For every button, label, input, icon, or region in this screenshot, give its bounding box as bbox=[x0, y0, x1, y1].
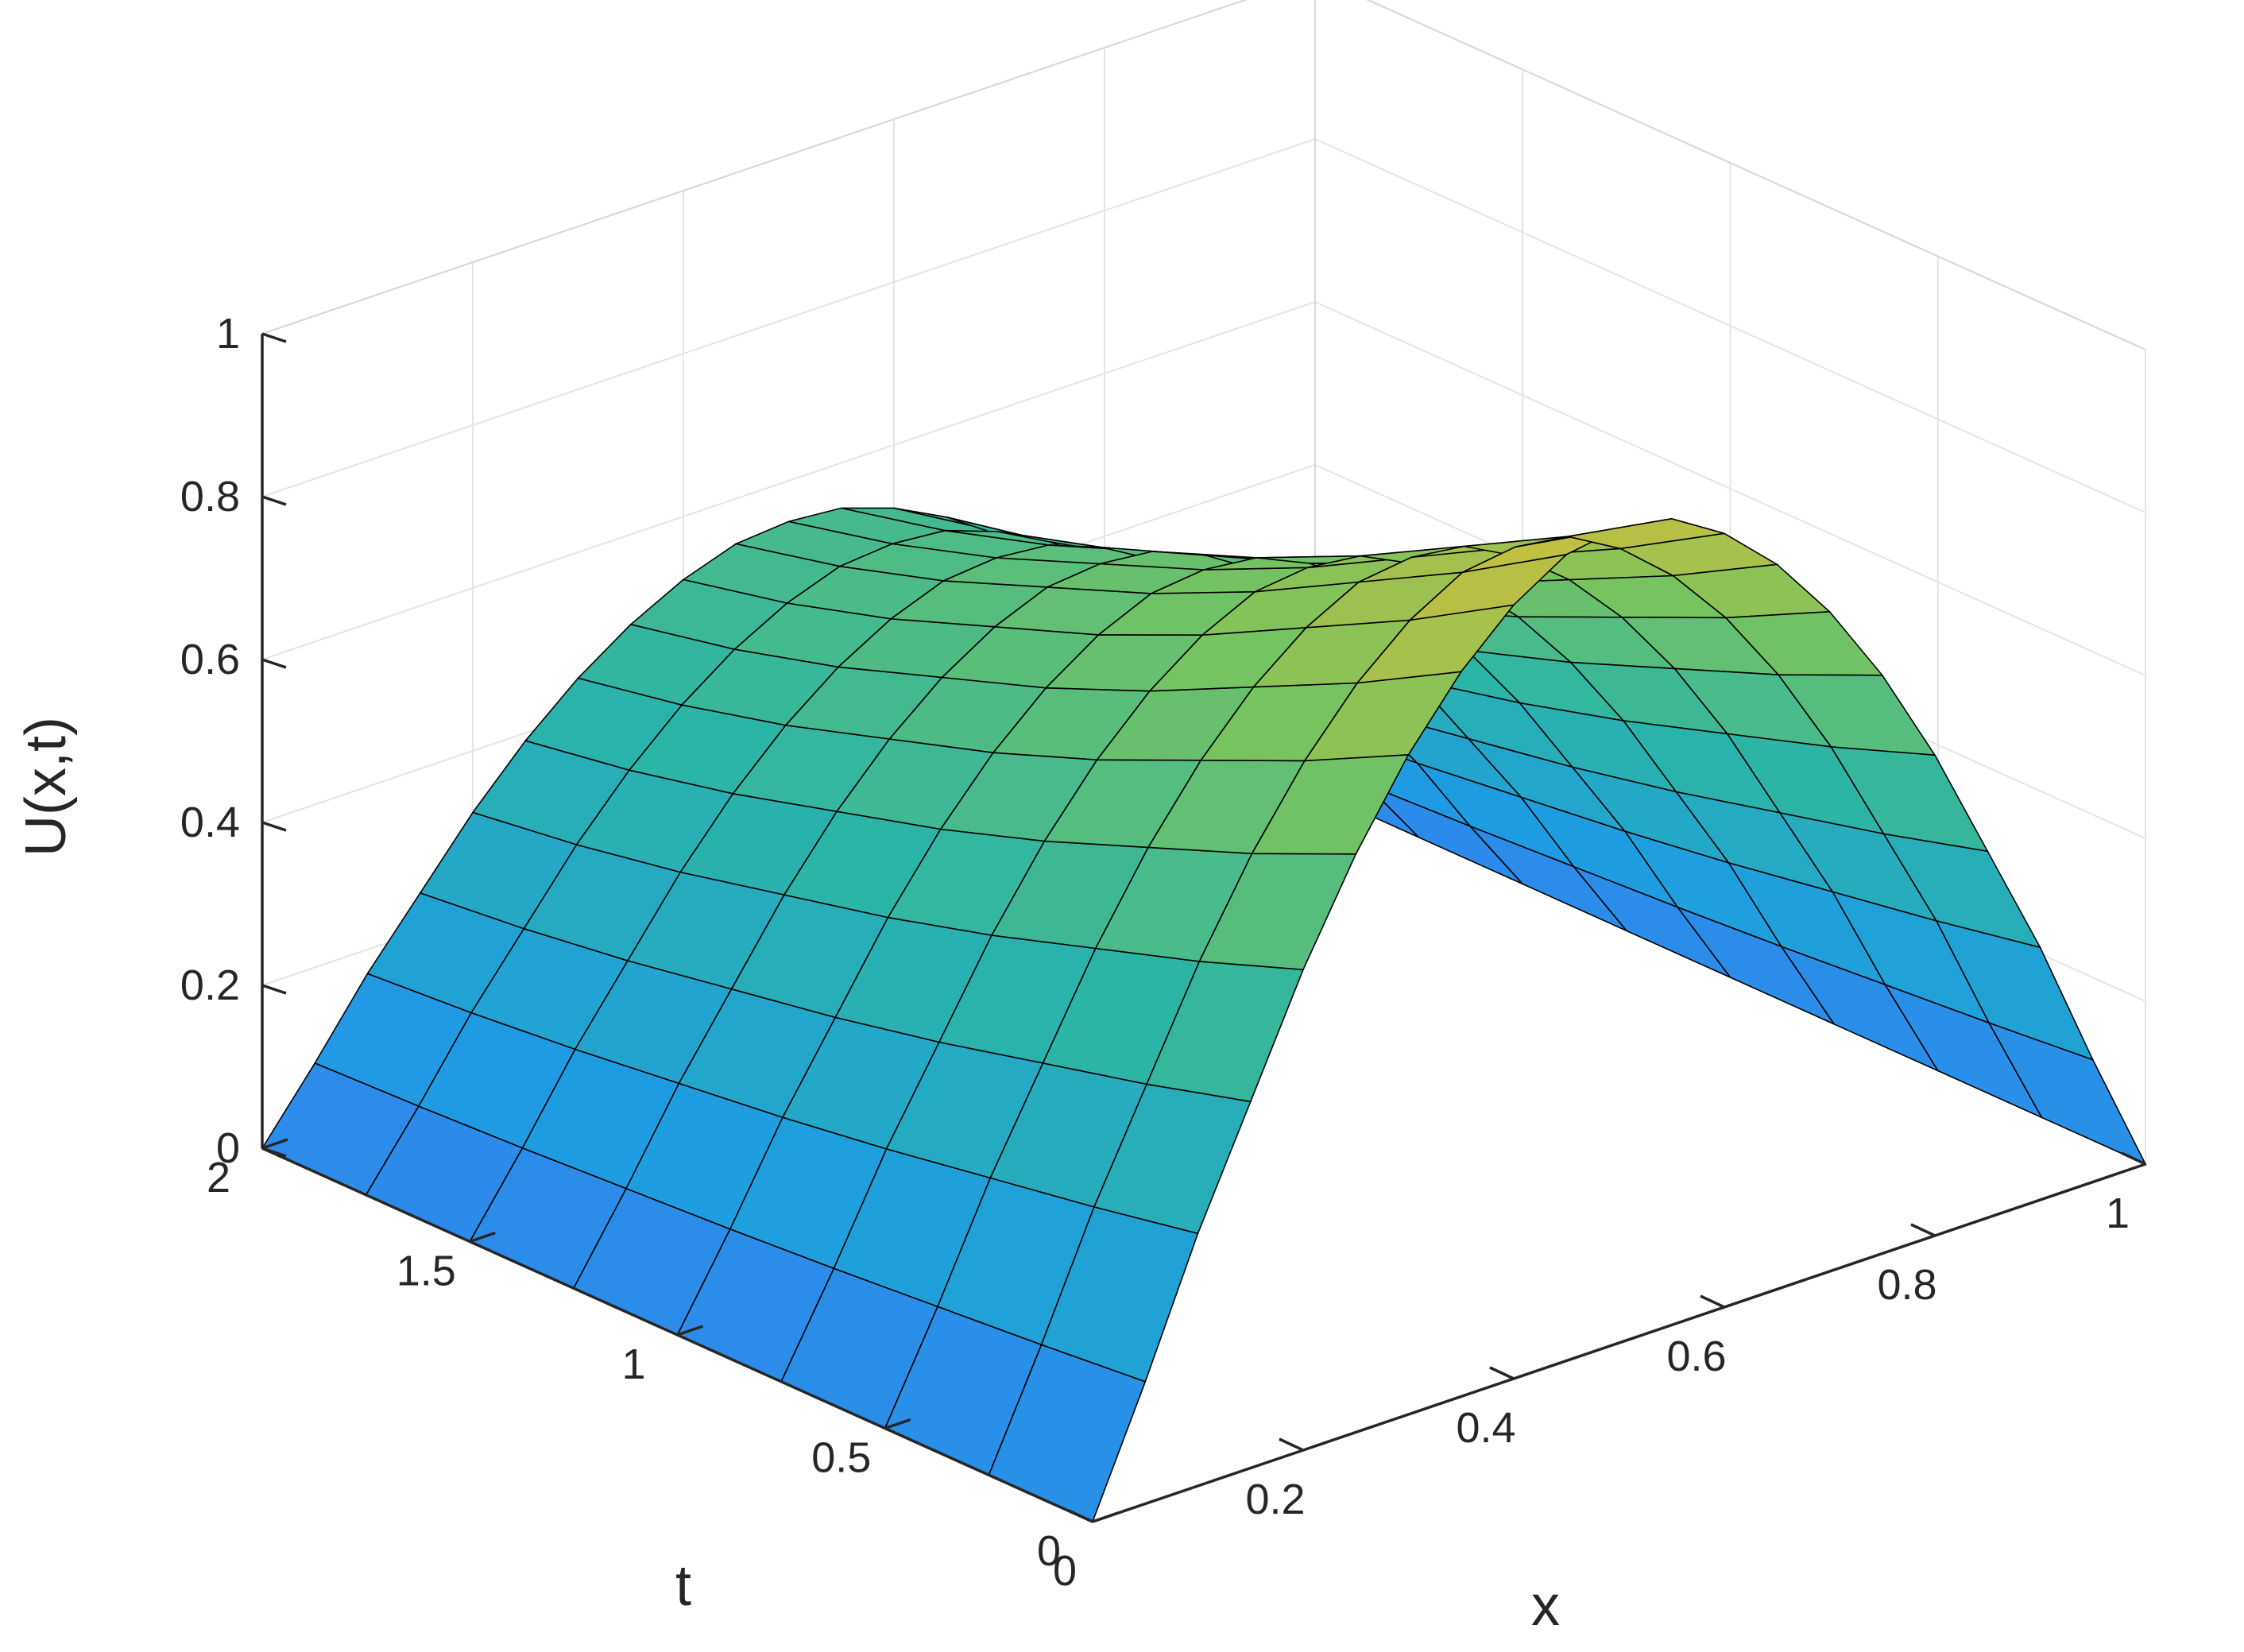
x-tick-label: 0.2 bbox=[1245, 1476, 1305, 1523]
t-tick-mark bbox=[676, 1325, 704, 1337]
z-tick-mark bbox=[261, 984, 287, 995]
t-tick-label: 2 bbox=[207, 1154, 230, 1201]
t-tick-label: 0 bbox=[1037, 1527, 1061, 1575]
x-tick-label: 0.6 bbox=[1666, 1333, 1726, 1380]
x-tick-mark bbox=[1068, 1509, 1093, 1523]
z-tick-mark bbox=[261, 495, 287, 506]
z-tick-label: 0.2 bbox=[180, 961, 240, 1009]
t-tick-label: 0.5 bbox=[811, 1434, 871, 1482]
t-tick-mark bbox=[884, 1418, 911, 1430]
t-tick-label: 1.5 bbox=[397, 1248, 456, 1295]
x-tick-mark bbox=[1279, 1437, 1304, 1452]
z-tick-mark bbox=[261, 821, 287, 832]
t-axis-label: t bbox=[675, 1554, 691, 1618]
z-tick-mark bbox=[261, 1147, 287, 1158]
surface-mesh bbox=[261, 507, 2147, 1523]
x-tick-label: 0.4 bbox=[1456, 1404, 1515, 1452]
z-tick-label: 0.4 bbox=[180, 799, 240, 846]
z-tick-label: 0.8 bbox=[180, 473, 240, 520]
x-tick-mark bbox=[1489, 1366, 1515, 1380]
t-tick-mark bbox=[261, 1138, 288, 1150]
t-tick-mark bbox=[469, 1231, 496, 1244]
x-tick-mark bbox=[1700, 1294, 1725, 1309]
t-tick-label: 1 bbox=[621, 1341, 645, 1388]
t-tick-mark bbox=[1092, 1511, 1119, 1523]
x-tick-label: 0.8 bbox=[1877, 1261, 1936, 1309]
x-tick-mark bbox=[2121, 1151, 2146, 1166]
z-tick-label: 0 bbox=[216, 1124, 240, 1172]
x-axis-line bbox=[1092, 1163, 2146, 1523]
x-axis-label: x bbox=[1531, 1574, 1560, 1638]
x-tick-mark bbox=[1910, 1223, 1936, 1237]
z-tick-label: 0.6 bbox=[180, 636, 240, 683]
z-axis-label: U(x,t) bbox=[14, 717, 78, 857]
z-tick-mark bbox=[261, 658, 287, 669]
x-tick-label: 1 bbox=[2106, 1190, 2130, 1237]
z-tick-label: 1 bbox=[216, 310, 240, 358]
box-top-edge bbox=[261, 0, 2146, 350]
x-tick-label: 0 bbox=[1053, 1547, 1077, 1595]
z-tick-mark bbox=[261, 332, 287, 343]
